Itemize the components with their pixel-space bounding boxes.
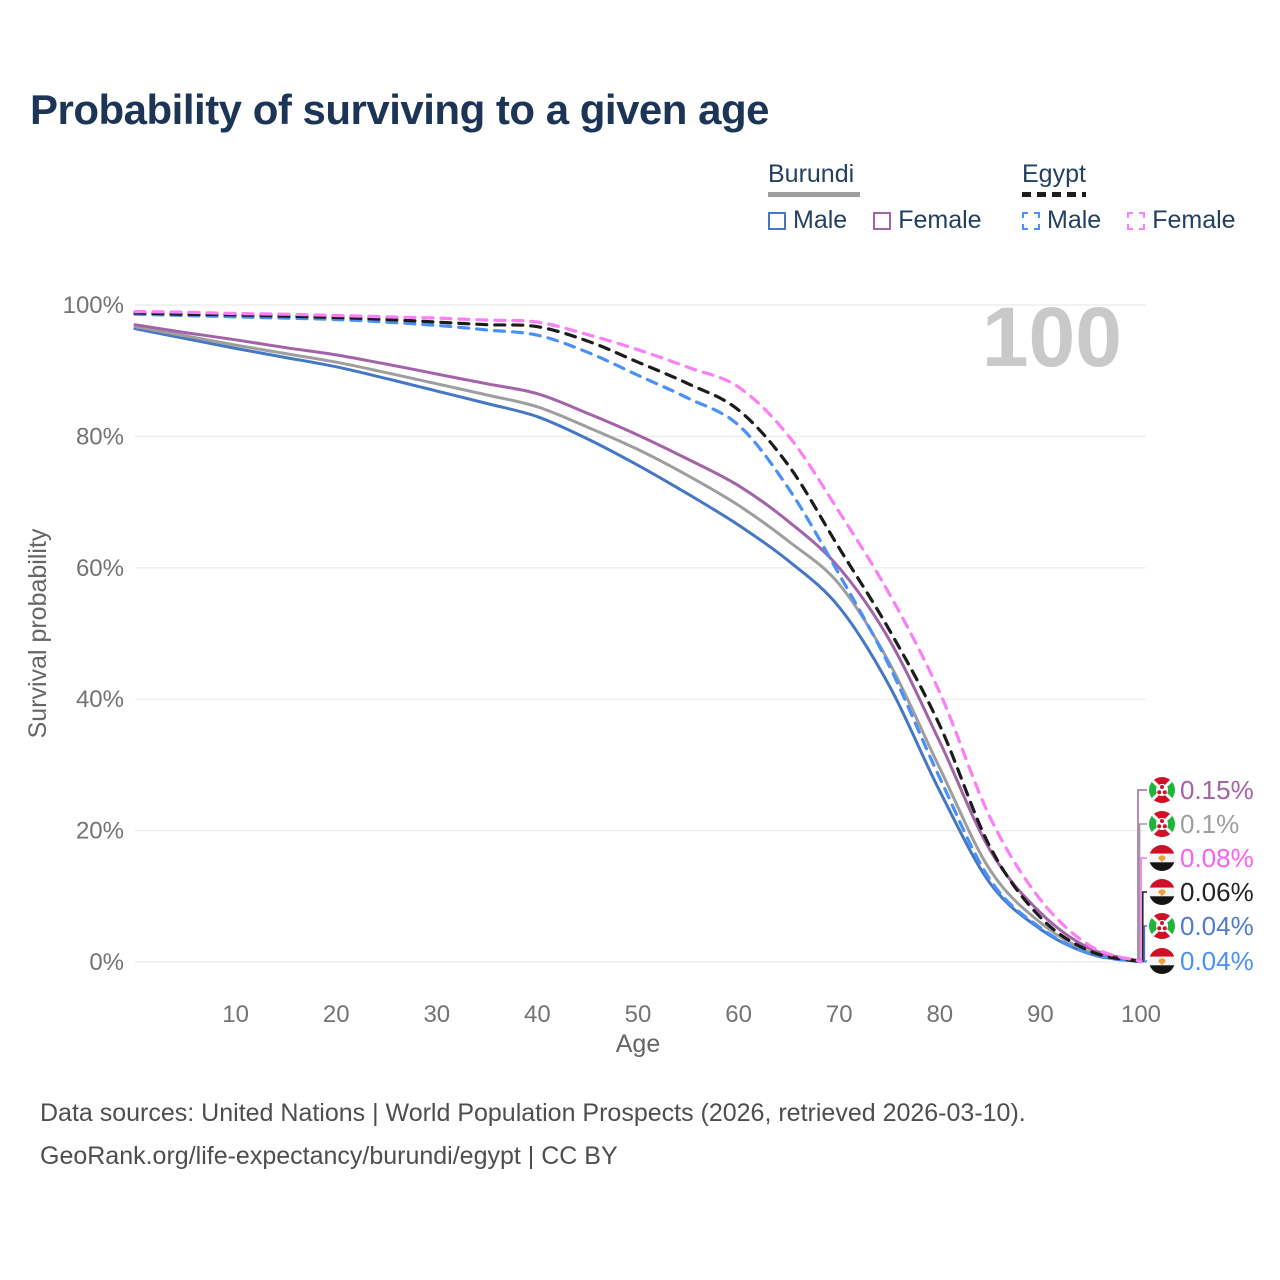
- x-axis-tick-label: 80: [926, 1001, 953, 1028]
- y-axis-tick-label: 60%: [76, 555, 124, 582]
- egypt-flag-icon: [1149, 845, 1175, 871]
- legend-swatch-burundi-male: [768, 211, 786, 230]
- data-source-note: Data sources: United Nations | World Pop…: [40, 1099, 1026, 1127]
- end-value-label-egypt-male: 0.04%: [1180, 946, 1254, 976]
- legend-underline-egypt: [1022, 192, 1086, 197]
- x-axis-tick-label: 70: [826, 1001, 853, 1028]
- legend-group-egypt: Egypt Male Female: [1022, 160, 1236, 235]
- end-value-label-burundi-male: 0.04%: [1180, 911, 1254, 941]
- y-axis-tick-label: 40%: [76, 686, 124, 713]
- legend: Burundi Male Female Egypt Male Female: [0, 160, 1280, 240]
- x-axis-tick-label: 40: [524, 1001, 551, 1028]
- legend-underline-burundi: [768, 192, 860, 197]
- end-value-label-egypt-female: 0.08%: [1180, 843, 1254, 873]
- burundi-flag-icon: [1149, 913, 1175, 939]
- series-line-burundi-male[interactable]: [133, 327, 1143, 964]
- age-counter-watermark: 100: [982, 290, 1122, 384]
- legend-heading-burundi: Burundi: [768, 160, 855, 188]
- x-axis-tick-label: 50: [625, 1001, 652, 1028]
- y-axis-title: Survival probability: [24, 528, 52, 738]
- legend-item-burundi-female[interactable]: Female: [873, 206, 982, 235]
- y-axis-tick-label: 20%: [76, 818, 124, 845]
- footer: Data sources: United Nations | World Pop…: [40, 1098, 1240, 1185]
- x-axis-title: Age: [616, 1030, 660, 1058]
- legend-heading-egypt: Egypt: [1022, 160, 1086, 188]
- x-axis-tick-label: 20: [323, 1001, 350, 1028]
- legend-item-egypt-female[interactable]: Female: [1127, 206, 1236, 235]
- page-title: Probability of surviving to a given age: [30, 86, 769, 133]
- legend-swatch-egypt-male: [1022, 211, 1040, 230]
- legend-group-burundi: Burundi Male Female: [768, 160, 982, 235]
- x-axis-tick-label: 30: [423, 1001, 450, 1028]
- legend-label: Male: [1047, 206, 1102, 234]
- series-line-burundi-female[interactable]: [133, 323, 1143, 963]
- egypt-flag-icon: [1149, 948, 1175, 974]
- series-line-egypt-total[interactable]: [133, 311, 1143, 964]
- legend-swatch-burundi-female: [873, 211, 892, 230]
- x-axis-tick-label: 90: [1027, 1001, 1054, 1028]
- legend-label: Female: [898, 206, 982, 234]
- series-line-egypt-female[interactable]: [133, 310, 1143, 964]
- legend-label: Female: [1152, 206, 1236, 234]
- legend-item-burundi-male[interactable]: Male: [768, 206, 847, 235]
- y-axis-tick-label: 80%: [76, 423, 124, 450]
- end-value-label-egypt-total: 0.06%: [1180, 877, 1254, 907]
- legend-label: Male: [793, 206, 848, 234]
- series-line-egypt-male[interactable]: [133, 312, 1143, 964]
- egypt-flag-icon: [1149, 879, 1175, 905]
- x-axis-tick-label: 60: [725, 1001, 752, 1028]
- end-value-label-burundi-female: 0.15%: [1180, 775, 1254, 805]
- end-value-label-burundi-total: 0.1%: [1180, 809, 1239, 839]
- attribution-note: GeoRank.org/life-expectancy/burundi/egyp…: [40, 1142, 618, 1171]
- x-axis-tick-label: 100: [1121, 1001, 1161, 1028]
- legend-swatch-egypt-female: [1127, 211, 1146, 230]
- series-line-burundi-total[interactable]: [133, 325, 1143, 963]
- burundi-flag-icon: [1149, 777, 1175, 803]
- y-axis-tick-label: 0%: [89, 949, 124, 976]
- burundi-flag-icon: [1149, 811, 1175, 837]
- legend-item-egypt-male[interactable]: Male: [1022, 206, 1101, 235]
- x-axis-tick-label: 10: [222, 1001, 249, 1028]
- y-axis-tick-label: 100%: [63, 292, 124, 319]
